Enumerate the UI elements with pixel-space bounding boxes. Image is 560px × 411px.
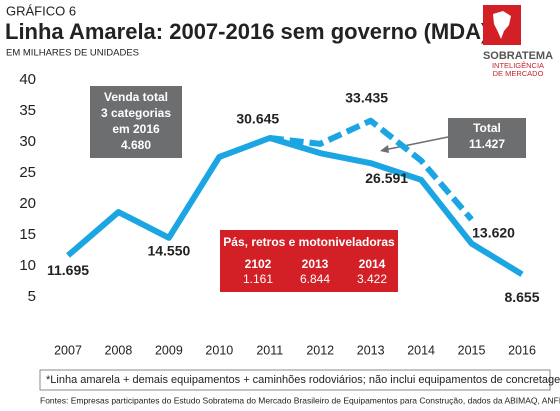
red-box-value: 1.161: [243, 272, 273, 286]
x-tick-label: 2013: [357, 343, 385, 357]
logo-name: SOBRATEMA: [483, 50, 553, 62]
source: Fontes: Empresas participantes do Estudo…: [40, 395, 560, 405]
x-tick-label: 2016: [508, 343, 536, 357]
total-arrowhead: [380, 145, 389, 153]
y-tick-label: 40: [19, 71, 36, 88]
y-tick-label: 20: [19, 195, 36, 212]
sales-box: [90, 86, 182, 158]
chart-title: Linha Amarela: 2007-2016 sem governo (MD…: [5, 19, 488, 44]
value-label: 26.591: [365, 170, 408, 186]
red-box-title: Pás, retros e motoniveladoras: [223, 235, 395, 249]
red-box-year: 2013: [302, 257, 329, 271]
x-tick-label: 2010: [205, 343, 233, 357]
footnote-box: [39, 369, 551, 391]
red-box-value: 6.844: [300, 272, 330, 286]
sales-box-text: Venda total: [104, 90, 168, 104]
x-tick-label: 2015: [458, 343, 486, 357]
logo-tagline: DE MERCADO: [493, 69, 544, 78]
red-box-year: 2014: [359, 257, 386, 271]
x-tick-label: 2009: [155, 343, 183, 357]
sales-box-text: em 2016: [112, 122, 160, 136]
footnote: *Linha amarela + demais equipamentos + c…: [46, 374, 560, 386]
value-label: 11.695: [47, 262, 89, 278]
x-tick-label: 2011: [256, 343, 283, 357]
y-tick-label: 25: [19, 164, 36, 181]
logo-map: [493, 11, 511, 39]
y-tick-label: 5: [28, 288, 36, 305]
total-box: [448, 118, 526, 158]
value-label: 8.655: [504, 289, 539, 305]
y-tick-label: 15: [19, 226, 36, 243]
value-label: 14.550: [147, 242, 190, 258]
x-tick-label: 2008: [105, 343, 133, 357]
x-tick-label: 2014: [407, 343, 435, 357]
total-arrow: [383, 136, 449, 151]
value-label: 13.620: [472, 224, 515, 240]
value-label: 30.645: [236, 111, 279, 127]
y-tick-label: 35: [19, 102, 36, 119]
chart-subtitle: EM MILHARES DE UNIDADES: [6, 48, 139, 59]
total-box-text: 11.427: [469, 137, 505, 151]
chart-kicker: GRÁFICO 6: [6, 3, 76, 18]
x-tick-label: 2012: [306, 343, 334, 357]
line-series: [66, 135, 524, 277]
logo-tagline: INTELIGÊNCIA: [492, 61, 544, 70]
red-box-year: 2102: [245, 257, 272, 271]
y-tick-label: 30: [19, 133, 36, 150]
x-tick-label: 2007: [54, 343, 82, 357]
total-box-text: Total: [473, 121, 501, 135]
red-box-value: 3.422: [357, 272, 387, 286]
value-label: 33.435: [345, 89, 388, 105]
sales-box-text: 4.680: [121, 138, 151, 152]
line-series: [269, 117, 474, 222]
y-tick-label: 10: [19, 257, 36, 274]
sales-box-text: 3 categorias: [101, 106, 171, 120]
red-box: [220, 230, 398, 292]
